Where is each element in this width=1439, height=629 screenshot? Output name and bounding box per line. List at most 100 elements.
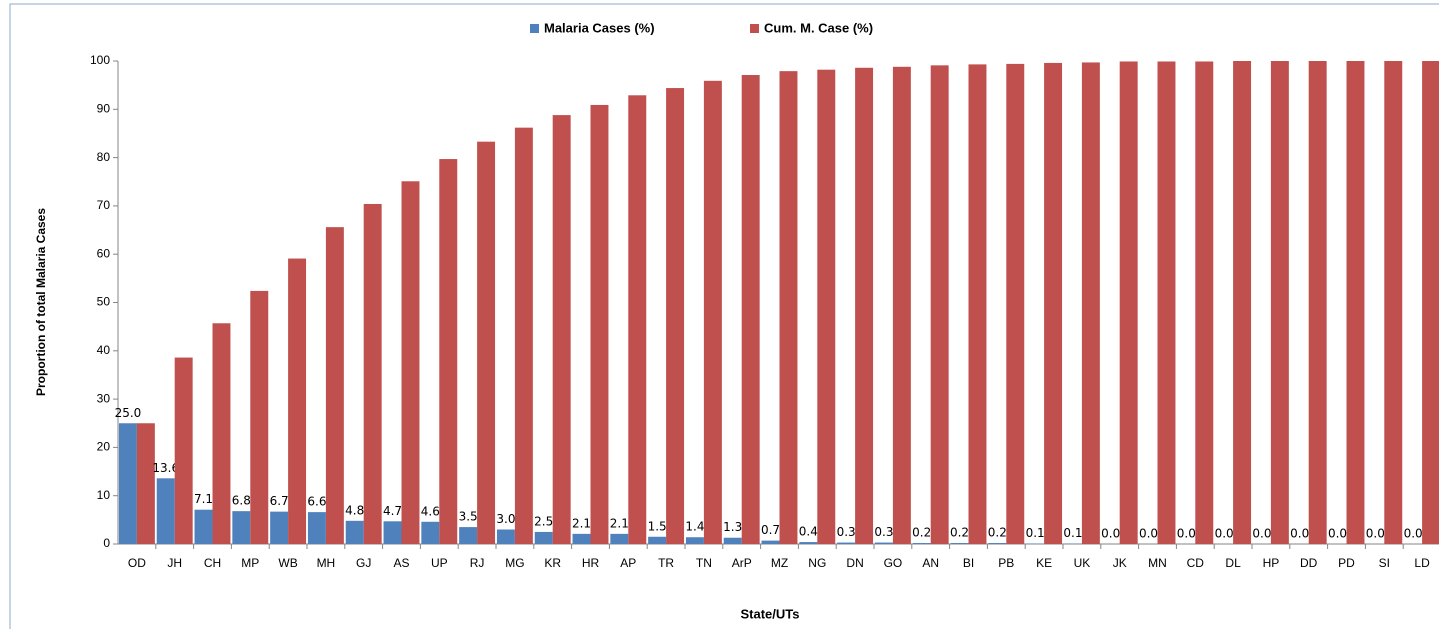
bar (363, 203, 382, 544)
data-label: 0.0 (1290, 527, 1309, 541)
x-tick-label: UK (1074, 556, 1091, 570)
bar (1308, 61, 1327, 544)
x-tick-label: MH (317, 556, 336, 570)
x-tick-label: CD (1187, 556, 1205, 570)
bar (817, 69, 836, 544)
y-tick-label: 40 (97, 343, 111, 357)
x-tick-label: JK (1113, 556, 1127, 570)
bar (307, 512, 326, 544)
data-label: 3.0 (496, 512, 515, 526)
data-label: 2.5 (534, 514, 553, 528)
legend-label: Malaria Cases (%) (544, 20, 655, 35)
x-tick-label: DD (1300, 556, 1318, 570)
data-label: 0.0 (1252, 527, 1271, 541)
y-tick-label: 10 (97, 488, 111, 502)
data-label: 0.0 (1328, 527, 1347, 541)
legend-swatch (750, 24, 759, 33)
legend-swatch (530, 24, 539, 33)
bar (345, 520, 364, 544)
bar (232, 511, 251, 544)
bar (741, 75, 760, 544)
x-tick-label: AN (922, 556, 939, 570)
bar (270, 511, 289, 544)
bar (1233, 61, 1252, 544)
bar (1422, 61, 1439, 544)
bar (912, 543, 931, 544)
y-tick-label: 90 (97, 101, 111, 115)
x-tick-label: AP (620, 556, 636, 570)
x-tick-label: HP (1263, 556, 1280, 570)
data-label: 4.8 (345, 503, 364, 517)
bar (855, 67, 874, 545)
y-tick-label: 30 (97, 391, 111, 405)
bar (1270, 61, 1289, 544)
x-tick-label: MP (241, 556, 259, 570)
bar (837, 542, 856, 544)
data-label: 1.5 (648, 519, 667, 533)
bar (401, 181, 420, 544)
y-tick-label: 70 (97, 198, 111, 212)
legend-label: Cum. M. Case (%) (764, 20, 873, 35)
bar (1081, 62, 1100, 544)
data-label: 6.6 (307, 495, 326, 509)
bar (1346, 61, 1365, 544)
bar (459, 527, 478, 544)
bar (723, 537, 742, 544)
bar (874, 542, 893, 544)
x-tick-label: BI (963, 556, 974, 570)
bar (628, 95, 647, 544)
data-label: 0.2 (988, 526, 1007, 540)
data-label: 0.4 (799, 525, 818, 539)
x-tick-label: JH (167, 556, 182, 570)
data-label: 0.2 (912, 526, 931, 540)
bar (761, 540, 780, 544)
bar (383, 521, 402, 544)
x-tick-label: DN (846, 556, 863, 570)
bar (439, 159, 458, 544)
data-label: 25.0 (115, 406, 142, 420)
x-tick-label: KR (544, 556, 561, 570)
x-tick-label: GO (884, 556, 903, 570)
bar (779, 71, 798, 544)
bar (477, 141, 496, 544)
y-tick-label: 100 (90, 53, 110, 67)
data-label: 1.4 (685, 520, 704, 534)
x-tick-label: TN (696, 556, 712, 570)
bar (988, 543, 1007, 544)
bar (1195, 61, 1214, 544)
data-label: 6.8 (232, 494, 251, 508)
x-tick-label: KE (1036, 556, 1052, 570)
bar (572, 533, 591, 544)
x-tick-label: NG (808, 556, 826, 570)
bar (1157, 61, 1176, 544)
x-tick-label: OD (128, 556, 146, 570)
x-tick-label: ArP (732, 556, 752, 570)
bar (118, 423, 137, 544)
data-label: 0.0 (1404, 527, 1423, 541)
bar (950, 543, 969, 544)
data-label: 1.3 (723, 520, 742, 534)
bar (892, 66, 911, 545)
bar (610, 533, 629, 544)
bar (1384, 61, 1403, 544)
y-tick-label: 0 (103, 536, 110, 550)
data-label: 3.5 (459, 510, 478, 524)
data-label: 0.3 (874, 525, 893, 539)
bar (288, 258, 307, 544)
data-label: 0.3 (837, 525, 856, 539)
data-label: 6.7 (270, 494, 289, 508)
bar (212, 323, 231, 544)
bar (1006, 63, 1025, 544)
x-tick-label: RJ (470, 556, 485, 570)
bar (136, 423, 155, 544)
y-tick-label: 80 (97, 150, 111, 164)
data-label: 0.7 (761, 523, 780, 537)
x-tick-label: PB (998, 556, 1014, 570)
bar (703, 80, 722, 544)
x-tick-label: AS (393, 556, 409, 570)
bar (648, 536, 667, 544)
x-tick-label: MN (1148, 556, 1167, 570)
data-label: 0.0 (1177, 527, 1196, 541)
bar (590, 104, 609, 544)
